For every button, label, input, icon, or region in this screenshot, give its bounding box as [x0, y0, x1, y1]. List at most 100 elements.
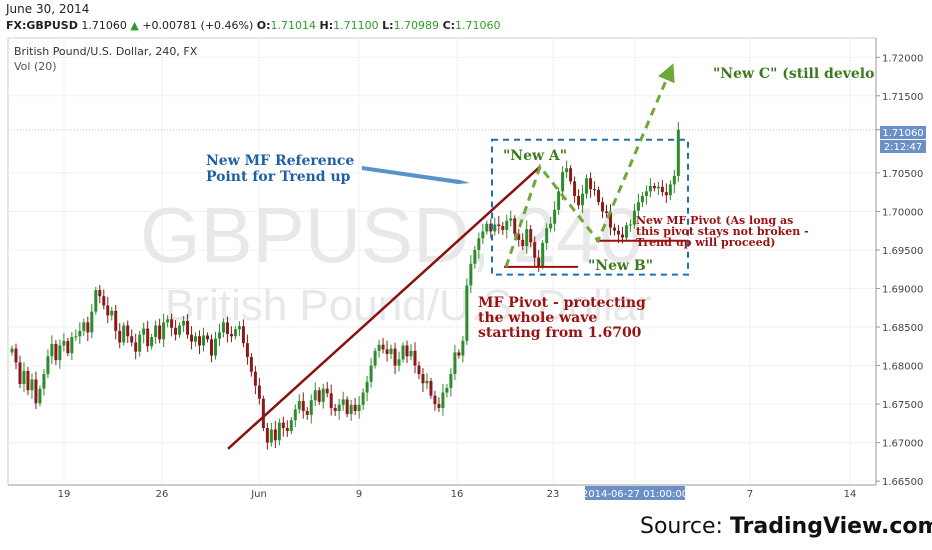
candle-body	[561, 172, 565, 192]
candle-body	[565, 168, 569, 173]
candle	[150, 333, 154, 350]
candle	[221, 318, 225, 338]
candle-body	[18, 362, 22, 385]
candle	[90, 303, 94, 339]
candle-body	[533, 242, 537, 258]
candle-body	[210, 339, 213, 356]
candle	[158, 318, 162, 344]
candle-body	[158, 325, 162, 340]
candle	[509, 210, 513, 227]
candle	[170, 313, 174, 337]
candle-body	[82, 322, 86, 331]
candle	[54, 339, 58, 366]
crosshair-time-tag: 2014-06-27 01:00:00	[582, 486, 688, 500]
candle-body	[146, 328, 150, 347]
plot-area[interactable]	[7, 37, 877, 486]
candle	[401, 342, 405, 363]
candle	[233, 326, 237, 340]
watermark-name: British Pound/U.S. Dollar	[165, 281, 652, 330]
candle-body	[517, 233, 521, 240]
candle	[517, 228, 521, 247]
candle-body	[441, 392, 445, 408]
candle-body	[589, 178, 593, 190]
mf-pivot-line-1: MF Pivot - protecting	[478, 295, 646, 311]
candle-body	[38, 388, 42, 404]
symbol-name[interactable]: FX:GBPUSD	[6, 19, 78, 32]
candle	[325, 381, 329, 398]
candle-body	[573, 181, 577, 196]
candle-body	[652, 185, 656, 189]
x-tick-label: Jun	[250, 489, 267, 500]
y-tick-label: 1.72000	[882, 53, 923, 64]
candle	[98, 285, 102, 303]
candle	[636, 193, 640, 219]
candle	[206, 332, 210, 343]
candle	[389, 344, 393, 359]
candle-body	[22, 370, 26, 385]
abc-projection-path[interactable]	[504, 63, 675, 268]
candle	[194, 332, 198, 347]
candle-body	[521, 239, 525, 247]
candle	[413, 342, 417, 374]
candle	[321, 383, 325, 409]
candle-body	[333, 407, 337, 412]
candle-body	[612, 227, 616, 231]
y-tick-label: 1.67000	[882, 439, 923, 450]
candle-body	[377, 344, 381, 351]
candle	[225, 316, 229, 343]
candle-body	[237, 326, 241, 330]
candle	[309, 394, 313, 424]
candle	[477, 232, 481, 259]
candle	[273, 420, 277, 449]
candle-body	[122, 325, 126, 343]
candle-body	[106, 305, 110, 316]
candle	[70, 332, 74, 360]
candle-body	[257, 385, 261, 399]
candle-body	[357, 404, 361, 412]
trend-line[interactable]	[227, 165, 541, 450]
candle-body	[513, 218, 517, 234]
volume-indicator-label[interactable]: Vol (20)	[14, 60, 57, 73]
candle-body	[481, 231, 485, 239]
candle	[449, 368, 453, 397]
candle	[557, 187, 561, 215]
candle	[624, 222, 628, 241]
candle-body	[313, 390, 317, 401]
candle	[110, 306, 114, 321]
candle	[381, 337, 385, 354]
candle-body	[672, 175, 676, 185]
wave-box[interactable]	[491, 138, 689, 276]
candle	[217, 323, 221, 347]
candle-body	[365, 381, 369, 393]
time-axis[interactable]: 19 26 Jun 9 16 23 7 14	[58, 489, 857, 500]
candle	[58, 339, 62, 369]
candle	[245, 334, 249, 365]
candle	[656, 181, 660, 196]
candle	[533, 236, 537, 267]
candle	[285, 420, 289, 437]
candle	[18, 355, 22, 389]
candle-body	[557, 191, 561, 210]
candle-body	[102, 296, 106, 306]
candle-body	[469, 263, 473, 286]
candle-body	[676, 129, 680, 176]
candle	[581, 185, 585, 213]
close-label: C:	[442, 19, 456, 32]
candle-body	[142, 328, 146, 335]
candle	[114, 304, 118, 340]
price-axis[interactable]: 1.72000 1.71500 1.71060 1.70500 1.70000 1.695…	[876, 53, 923, 488]
candle	[549, 216, 553, 233]
candle-body	[409, 350, 413, 357]
candle-body	[537, 257, 541, 267]
candle-body	[597, 189, 601, 203]
candle-body	[553, 209, 557, 224]
candle-body	[616, 230, 620, 235]
y-tick-label: 1.66500	[882, 477, 923, 488]
candle-body	[154, 325, 158, 338]
candle-body	[321, 388, 325, 402]
candle-body	[114, 310, 118, 331]
candle	[632, 203, 636, 229]
candle	[202, 327, 206, 352]
candle	[178, 322, 182, 338]
